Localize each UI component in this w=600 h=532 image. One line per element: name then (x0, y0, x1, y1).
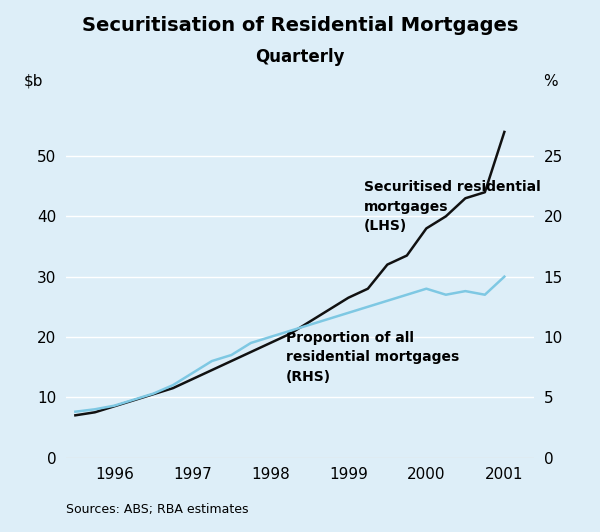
Text: %: % (544, 73, 558, 88)
Text: Securitised residential
mortgages
(LHS): Securitised residential mortgages (LHS) (364, 180, 541, 233)
Text: Securitisation of Residential Mortgages: Securitisation of Residential Mortgages (82, 16, 518, 35)
Text: Quarterly: Quarterly (255, 48, 345, 66)
Text: Sources: ABS; RBA estimates: Sources: ABS; RBA estimates (66, 503, 248, 516)
Text: $b: $b (24, 73, 43, 88)
Text: Proportion of all
residential mortgages
(RHS): Proportion of all residential mortgages … (286, 331, 459, 384)
